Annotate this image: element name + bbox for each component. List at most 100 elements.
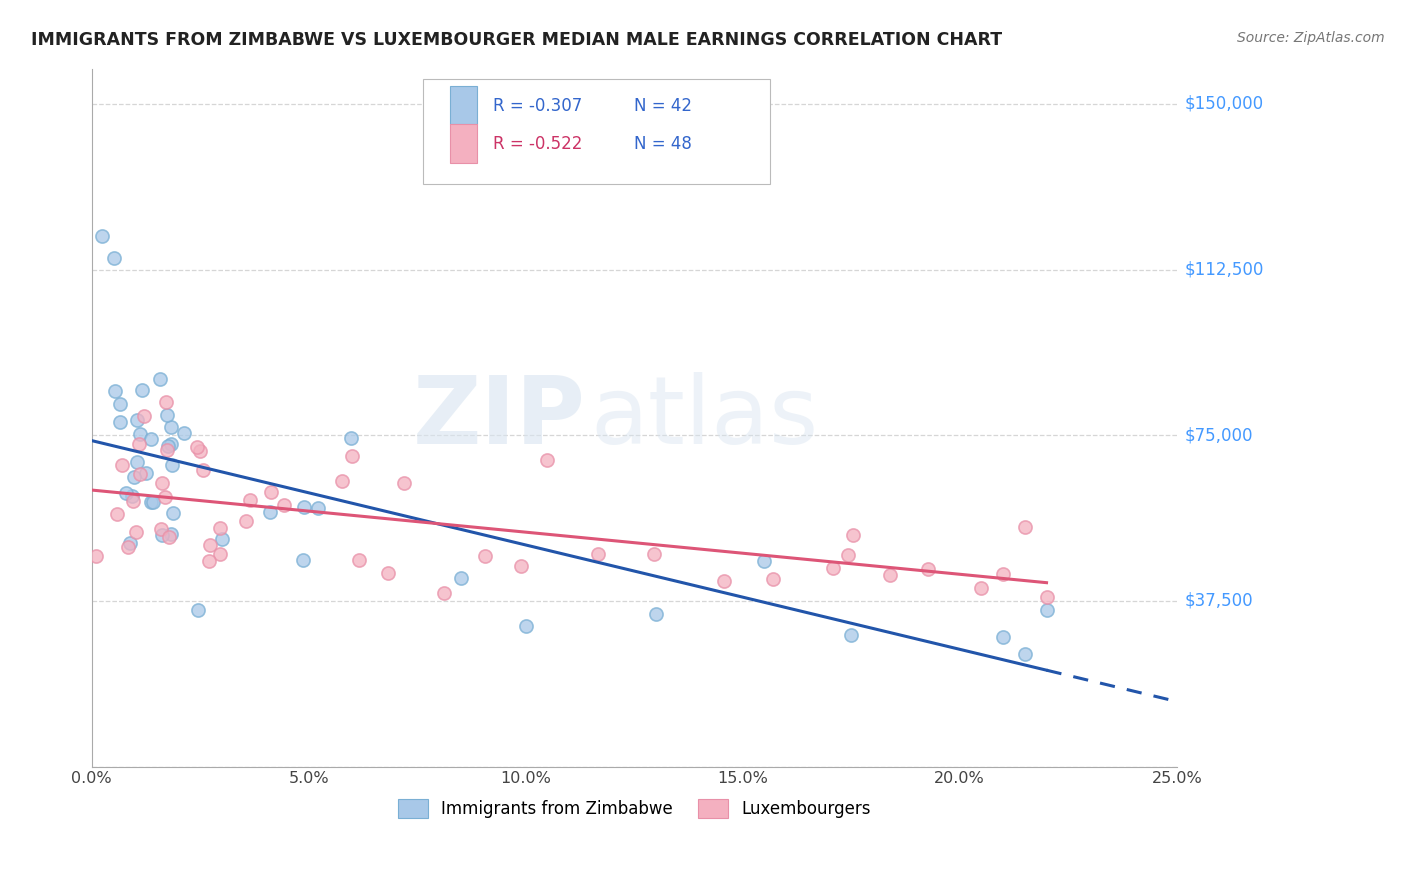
Point: [104, 384, 127, 398]
Point: [259, 505, 281, 519]
Point: [125, 525, 148, 540]
Text: ZIP: ZIP: [412, 372, 585, 464]
Point: [188, 443, 211, 458]
Point: [1014, 647, 1036, 661]
Text: N = 42: N = 42: [634, 96, 692, 114]
Point: [160, 458, 183, 473]
Point: [108, 415, 131, 429]
Point: [142, 495, 165, 509]
Point: [84, 549, 107, 563]
Point: [125, 412, 148, 426]
Point: [148, 372, 170, 386]
Point: [121, 490, 143, 504]
Point: [239, 493, 262, 508]
Point: [347, 552, 370, 566]
Point: [108, 397, 131, 411]
Point: [339, 431, 361, 445]
Point: [515, 618, 537, 632]
Text: $150,000: $150,000: [1185, 95, 1264, 113]
Point: [754, 554, 776, 568]
Point: [474, 549, 496, 564]
Text: $75,000: $75,000: [1185, 426, 1254, 444]
Point: [150, 476, 173, 491]
Point: [917, 562, 939, 576]
Point: [150, 522, 173, 536]
Point: [193, 463, 215, 477]
Bar: [450, 86, 477, 124]
Point: [114, 486, 136, 500]
Text: atlas: atlas: [591, 372, 818, 464]
Point: [129, 467, 152, 481]
Point: [330, 474, 353, 488]
Bar: [450, 124, 477, 162]
Point: [879, 567, 901, 582]
Point: [235, 514, 257, 528]
Point: [134, 409, 156, 424]
Point: [186, 440, 208, 454]
Point: [837, 548, 859, 562]
Point: [839, 628, 862, 642]
Point: [713, 574, 735, 589]
Point: [536, 452, 558, 467]
Point: [150, 528, 173, 542]
Point: [198, 538, 221, 552]
Point: [141, 494, 163, 508]
Point: [111, 458, 134, 472]
Point: [156, 443, 179, 458]
Point: [157, 439, 180, 453]
Point: [198, 553, 221, 567]
Point: [107, 507, 129, 521]
Point: [155, 490, 177, 504]
Point: [208, 547, 231, 561]
Point: [160, 437, 183, 451]
Point: [823, 560, 845, 574]
Point: [160, 527, 183, 541]
Point: [644, 607, 666, 621]
Point: [340, 449, 363, 463]
Point: [260, 485, 283, 500]
Point: [1035, 590, 1057, 604]
Point: [209, 521, 232, 535]
Point: [127, 455, 149, 469]
Point: [117, 540, 139, 554]
Point: [157, 530, 180, 544]
Point: [307, 500, 329, 515]
Point: [841, 527, 863, 541]
Point: [1035, 603, 1057, 617]
Point: [377, 566, 399, 581]
Legend: Immigrants from Zimbabwe, Luxembourgers: Immigrants from Zimbabwe, Luxembourgers: [391, 792, 877, 824]
Point: [211, 532, 233, 546]
Point: [118, 535, 141, 549]
Point: [433, 586, 456, 600]
Point: [991, 631, 1014, 645]
Point: [156, 409, 179, 423]
FancyBboxPatch shape: [423, 79, 770, 184]
Point: [509, 559, 531, 574]
Point: [128, 437, 150, 451]
Text: Source: ZipAtlas.com: Source: ZipAtlas.com: [1237, 31, 1385, 45]
Point: [141, 433, 163, 447]
Point: [91, 229, 114, 244]
Point: [103, 252, 125, 266]
Point: [155, 394, 177, 409]
Point: [135, 466, 157, 480]
Point: [187, 603, 209, 617]
Point: [291, 553, 314, 567]
Point: [121, 494, 143, 508]
Point: [122, 469, 145, 483]
Point: [586, 547, 609, 561]
Text: $112,500: $112,500: [1185, 260, 1264, 278]
Text: $37,500: $37,500: [1185, 592, 1254, 610]
Point: [162, 506, 184, 520]
Point: [173, 425, 195, 440]
Text: R = -0.522: R = -0.522: [494, 135, 582, 153]
Point: [292, 500, 315, 515]
Point: [160, 419, 183, 434]
Point: [970, 581, 993, 595]
Point: [273, 498, 295, 512]
Point: [762, 572, 785, 586]
Point: [450, 571, 472, 585]
Text: IMMIGRANTS FROM ZIMBABWE VS LUXEMBOURGER MEDIAN MALE EARNINGS CORRELATION CHART: IMMIGRANTS FROM ZIMBABWE VS LUXEMBOURGER…: [31, 31, 1002, 49]
Point: [1014, 520, 1036, 534]
Point: [991, 566, 1014, 581]
